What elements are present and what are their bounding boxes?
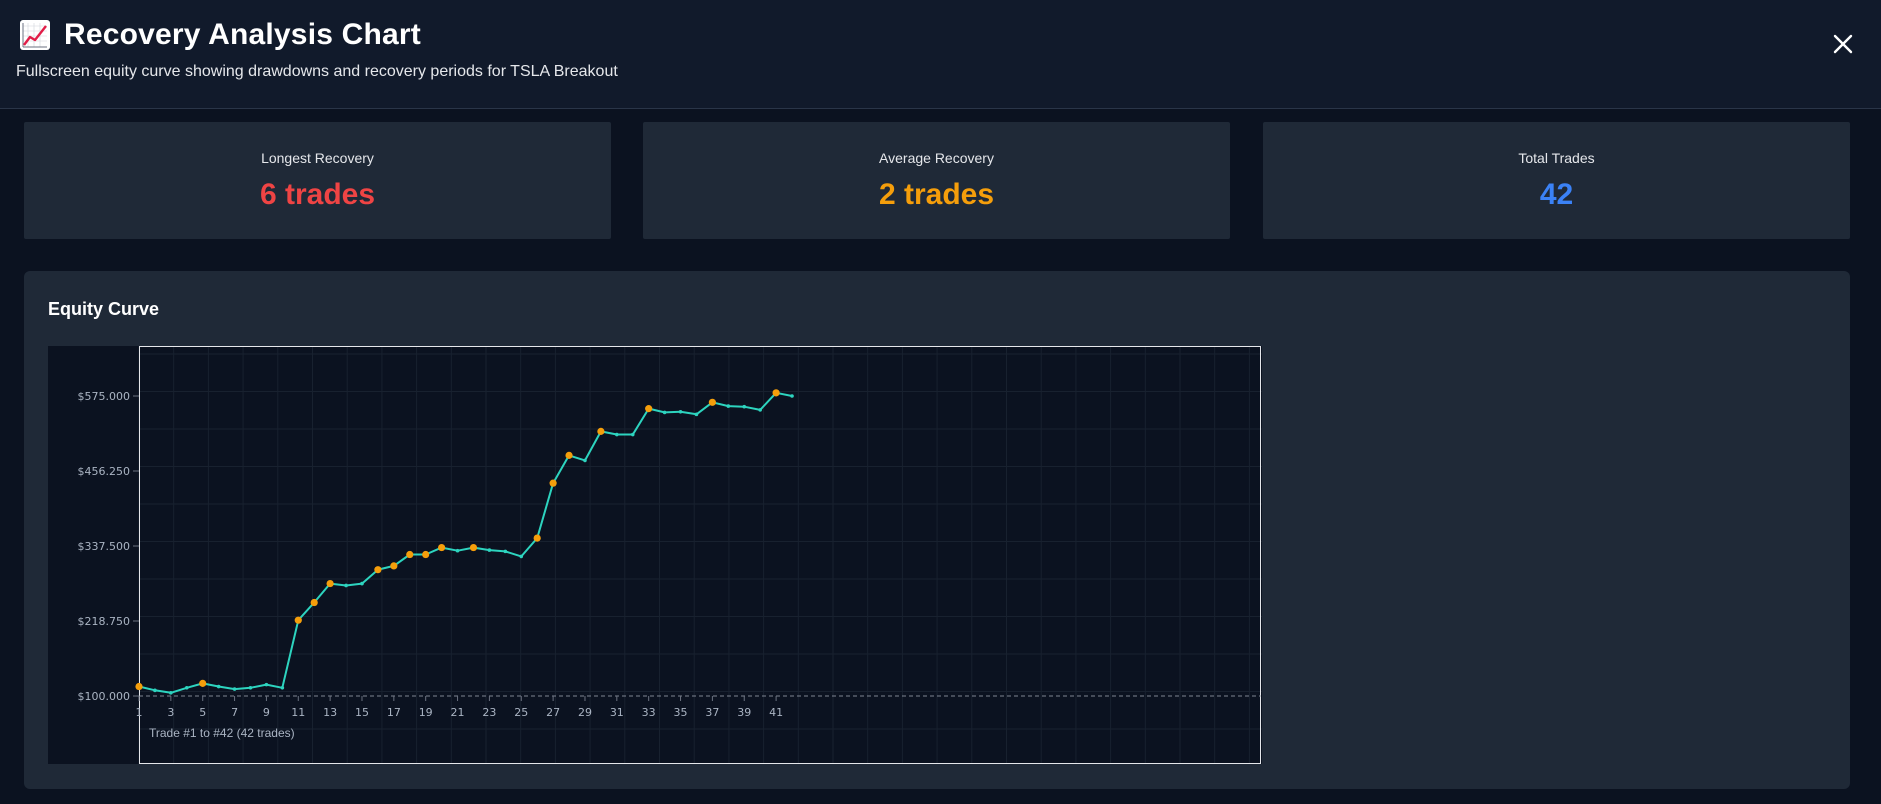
- stat-card-total-trades: Total Trades 42: [1263, 122, 1850, 239]
- x-tick-label: 39: [737, 706, 751, 719]
- recovery-point: [199, 679, 207, 687]
- chart-title: Equity Curve: [48, 299, 160, 319]
- equity-point: [758, 408, 762, 412]
- x-tick-label: 7: [231, 706, 238, 719]
- equity-point: [216, 684, 221, 689]
- equity-point: [153, 688, 157, 693]
- x-tick-label: 3: [167, 706, 174, 719]
- x-tick-label: 19: [419, 706, 433, 719]
- recovery-point: [565, 451, 573, 459]
- recovery-point: [549, 479, 557, 487]
- equity-point: [184, 685, 189, 690]
- y-tick-label: $337.500: [78, 540, 131, 553]
- recovery-point: [469, 543, 478, 552]
- equity-point: [694, 412, 699, 417]
- x-tick-label: 25: [514, 706, 528, 719]
- equity-point: [630, 432, 635, 437]
- stats-row: Longest Recovery 6 trades Average Recove…: [24, 122, 1850, 239]
- recovery-point: [645, 405, 653, 413]
- x-tick-label: 27: [546, 706, 560, 719]
- y-tick-label: $456.250: [78, 465, 131, 478]
- equity-point: [487, 548, 492, 552]
- recovery-point: [772, 389, 780, 397]
- equity-point: [280, 685, 285, 690]
- recovery-point: [326, 579, 334, 588]
- chart-increasing-icon: [20, 20, 50, 50]
- recovery-point: [294, 616, 302, 624]
- equity-curve-panel: Equity Curve $100.000 $218.750 $337.500 $45…: [24, 271, 1850, 789]
- close-button[interactable]: [1829, 30, 1857, 58]
- stat-value: 6 trades: [259, 178, 376, 211]
- stat-card-average-recovery: Average Recovery 2 trades: [643, 122, 1230, 239]
- equity-point: [662, 410, 667, 415]
- equity-point: [360, 581, 364, 586]
- close-icon: [1833, 34, 1853, 54]
- equity-point: [678, 409, 683, 414]
- stat-card-longest-recovery: Longest Recovery 6 trades: [24, 122, 611, 239]
- equity-point: [519, 554, 524, 559]
- equity-point: [583, 458, 587, 463]
- recovery-point: [438, 543, 446, 552]
- stat-label: Average Recovery: [879, 150, 994, 166]
- equity-point: [264, 682, 269, 687]
- x-tick-label: 9: [263, 706, 270, 719]
- x-tick-label: 13: [323, 706, 337, 719]
- recovery-point: [533, 534, 541, 542]
- stat-value: 2 trades: [878, 178, 995, 211]
- x-tick-label: 37: [705, 706, 719, 719]
- recovery-point: [390, 562, 398, 570]
- x-tick-label: 11: [291, 706, 305, 719]
- recovery-point: [310, 598, 318, 607]
- recovery-point: [422, 550, 430, 559]
- equity-point: [455, 548, 460, 553]
- equity-point: [790, 394, 794, 398]
- equity-point: [742, 404, 747, 409]
- equity-point: [344, 583, 348, 588]
- y-tick-label: $100.000: [78, 690, 131, 703]
- y-tick-label: $575.000: [78, 390, 131, 403]
- y-tick-label: $218.750: [78, 615, 131, 628]
- x-tick-label: 23: [482, 706, 496, 719]
- recovery-point: [406, 550, 414, 559]
- x-tick-label: 17: [387, 706, 401, 719]
- equity-point: [248, 685, 253, 690]
- chart-footer-note: Trade #1 to #42 (42 trades): [149, 726, 295, 740]
- stat-label: Total Trades: [1518, 150, 1595, 166]
- equity-line: [138, 391, 793, 694]
- x-tick-label: 1: [136, 706, 143, 719]
- x-tick-label: 29: [578, 706, 592, 719]
- chart-canvas[interactable]: $100.000 $218.750 $337.500 $456.250 $575.000…: [48, 346, 1262, 764]
- equity-point: [726, 404, 731, 408]
- title-row: Recovery Analysis Chart: [20, 18, 421, 52]
- recovery-point: [135, 682, 143, 691]
- equity-point: [503, 549, 508, 554]
- page-subtitle: Fullscreen equity curve showing drawdown…: [16, 63, 618, 80]
- x-tick-label: 5: [199, 706, 206, 719]
- x-tick-label: 21: [451, 706, 465, 719]
- recovery-point: [597, 427, 605, 435]
- x-tick-label: 31: [610, 706, 624, 719]
- page-title: Recovery Analysis Chart: [64, 18, 421, 51]
- x-tick-label: 15: [355, 706, 369, 719]
- stat-label: Longest Recovery: [261, 150, 374, 166]
- x-tick-label: 35: [674, 706, 688, 719]
- equity-point: [169, 691, 173, 695]
- stat-value: 42: [1539, 178, 1574, 211]
- equity-chart[interactable]: $100.000 $218.750 $337.500 $456.250 $575.000…: [48, 346, 1262, 764]
- recovery-point: [374, 566, 382, 574]
- x-tick-label: 33: [642, 706, 656, 719]
- recovery-point: [708, 398, 716, 406]
- plot-frame: [139, 346, 1261, 764]
- equity-point: [615, 432, 619, 437]
- modal-header: Recovery Analysis Chart Fullscreen equit…: [0, 0, 1881, 109]
- x-tick-label: 41: [769, 706, 783, 719]
- equity-point: [232, 687, 237, 691]
